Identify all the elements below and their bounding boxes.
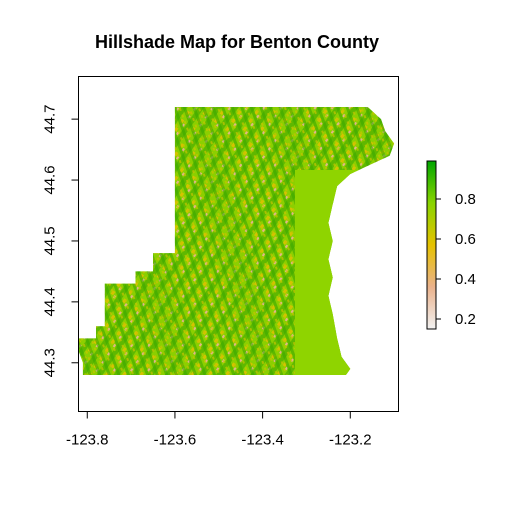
raster-relief-overlay xyxy=(78,107,395,375)
x-tick-label: -123.4 xyxy=(241,432,284,449)
colorbar-tick-label: 0.4 xyxy=(455,271,476,288)
colorbar-legend: 0.2 0.4 0.6 0.8 xyxy=(426,160,476,330)
x-tick-label: -123.6 xyxy=(154,432,197,449)
y-tick-label: 44.6 xyxy=(42,165,59,194)
colorbar-tick-label: 0.2 xyxy=(455,311,476,328)
colorbar-tick-label: 0.6 xyxy=(455,231,476,248)
hillshade-raster xyxy=(78,107,395,375)
x-tick-label: -123.2 xyxy=(329,432,372,449)
valley-floor xyxy=(295,170,395,375)
y-axis: 44.3 44.4 44.5 44.6 44.7 xyxy=(42,105,79,377)
colorbar-ramp xyxy=(426,160,437,330)
x-tick-label: -123.8 xyxy=(66,432,109,449)
y-tick-label: 44.5 xyxy=(42,226,59,255)
colorbar-tick-label: 0.8 xyxy=(455,191,476,208)
y-tick-label: 44.4 xyxy=(42,287,59,316)
y-tick-label: 44.7 xyxy=(42,105,59,134)
y-tick-label: 44.3 xyxy=(42,348,59,377)
map-title: Hillshade Map for Benton County xyxy=(95,32,379,52)
x-axis: -123.8 -123.6 -123.4 -123.2 xyxy=(66,411,372,449)
